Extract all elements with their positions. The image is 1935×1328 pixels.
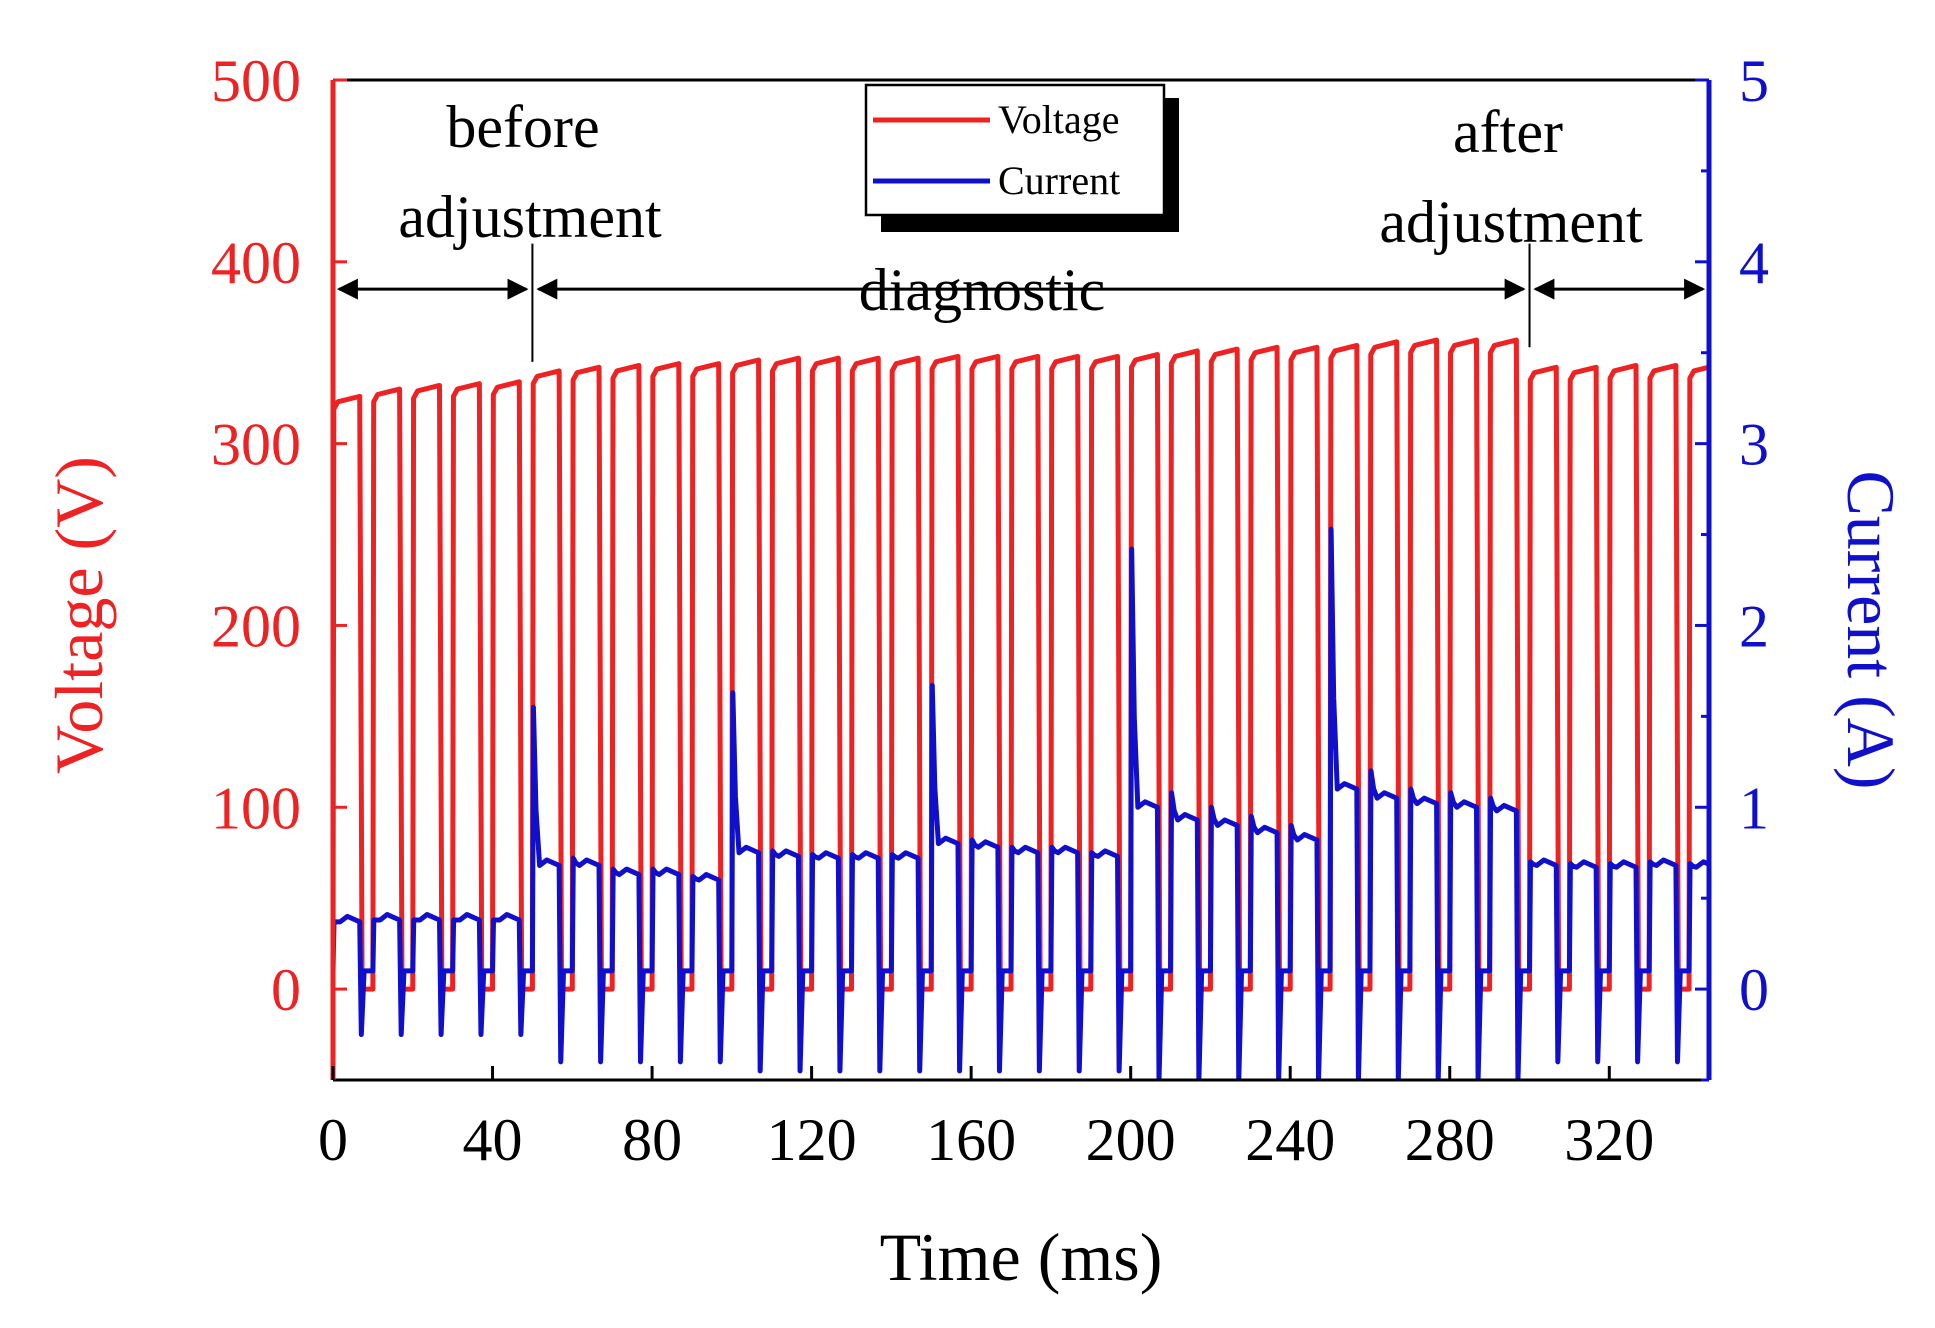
x-tick-label: 320 — [1564, 1107, 1654, 1173]
right-tick-label: 2 — [1739, 593, 1769, 659]
left-tick-label: 400 — [211, 230, 301, 296]
left-axis-label: Voltage (V) — [41, 456, 117, 774]
x-tick-label: 120 — [767, 1107, 857, 1173]
label-after-adjustment: adjustment — [1379, 189, 1643, 255]
x-tick-label: 160 — [926, 1107, 1016, 1173]
left-tick-label: 300 — [211, 412, 301, 478]
right-tick-label: 4 — [1739, 230, 1769, 296]
x-tick-label: 240 — [1245, 1107, 1335, 1173]
voltage-series-line — [333, 337, 1709, 992]
x-tick-label: 200 — [1086, 1107, 1176, 1173]
right-axis-label: Current (A) — [1833, 470, 1909, 789]
x-tick-label: 80 — [622, 1107, 682, 1173]
legend-label-current: Current — [998, 158, 1120, 203]
x-tick-label: 280 — [1405, 1107, 1495, 1173]
left-tick-label: 100 — [211, 775, 301, 841]
left-tick-label: 200 — [211, 593, 301, 659]
right-tick-label: 1 — [1739, 775, 1769, 841]
label-after: after — [1453, 99, 1563, 165]
x-axis-label: Time (ms) — [880, 1219, 1163, 1295]
x-tick-label: 0 — [318, 1107, 348, 1173]
legend: Voltage Current — [864, 83, 1179, 232]
right-tick-label: 0 — [1739, 957, 1769, 1023]
left-tick-label: 0 — [271, 957, 301, 1023]
legend-label-voltage: Voltage — [998, 97, 1119, 142]
right-tick-label: 3 — [1739, 412, 1769, 478]
right-tick-label: 5 — [1739, 48, 1769, 114]
left-tick-label: 500 — [211, 48, 301, 114]
label-before-adjustment: adjustment — [398, 184, 662, 250]
current-series-line — [333, 526, 1709, 1080]
x-tick-label: 40 — [463, 1107, 523, 1173]
label-before: before — [446, 94, 599, 160]
legend-box — [864, 83, 1166, 217]
label-diagnostic: diagnostic — [859, 257, 1106, 323]
